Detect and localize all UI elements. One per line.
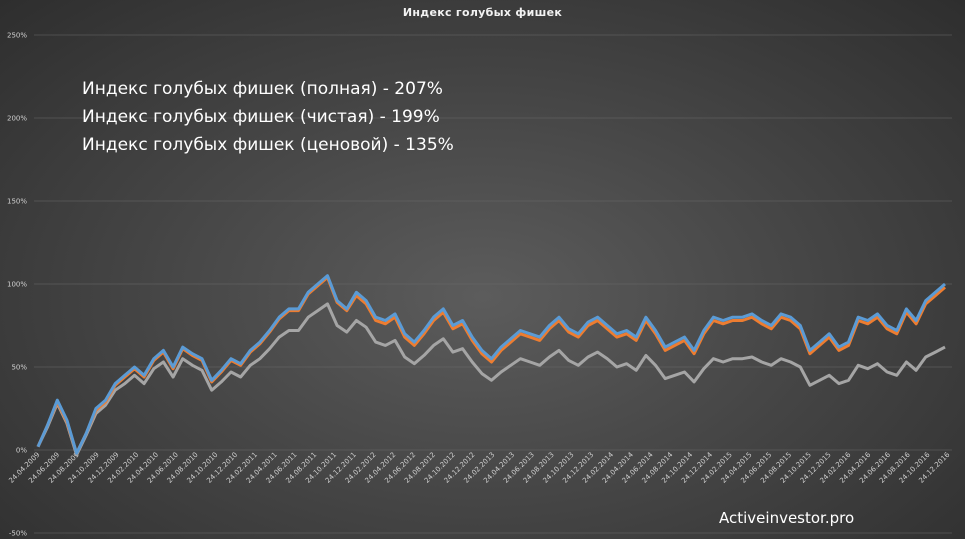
series-line-0 — [36, 274, 946, 455]
y-tick-label: 200% — [7, 115, 27, 123]
chart-gridlines — [34, 34, 952, 534]
annotation-price-return: Индекс голубых фишек (ценовой) - 135% — [82, 135, 454, 155]
y-axis-tick-labels: 250% 200% 150% 100% 50% 0% -50% — [7, 32, 27, 538]
y-tick-label: 100% — [7, 281, 27, 289]
y-tick-label: 250% — [7, 32, 27, 40]
y-tick-label: 0% — [16, 447, 27, 455]
watermark-site: Activeinvestor.pro — [719, 509, 855, 527]
x-axis-tick-labels: 24.04.200924.06.200924.08.200924.10.2009… — [7, 450, 951, 484]
chart-series-lines — [36, 274, 946, 457]
y-tick-label: 50% — [11, 364, 27, 372]
chart-title: Индекс голубых фишек — [402, 6, 563, 19]
y-tick-label: 150% — [7, 198, 27, 206]
series-line-2 — [36, 302, 946, 457]
y-tick-label: -50% — [9, 530, 27, 538]
annotation-net-return: Индекс голубых фишек (чистая) - 199% — [82, 107, 440, 127]
annotation-full-return: Индекс голубых фишек (полная) - 207% — [82, 79, 443, 99]
